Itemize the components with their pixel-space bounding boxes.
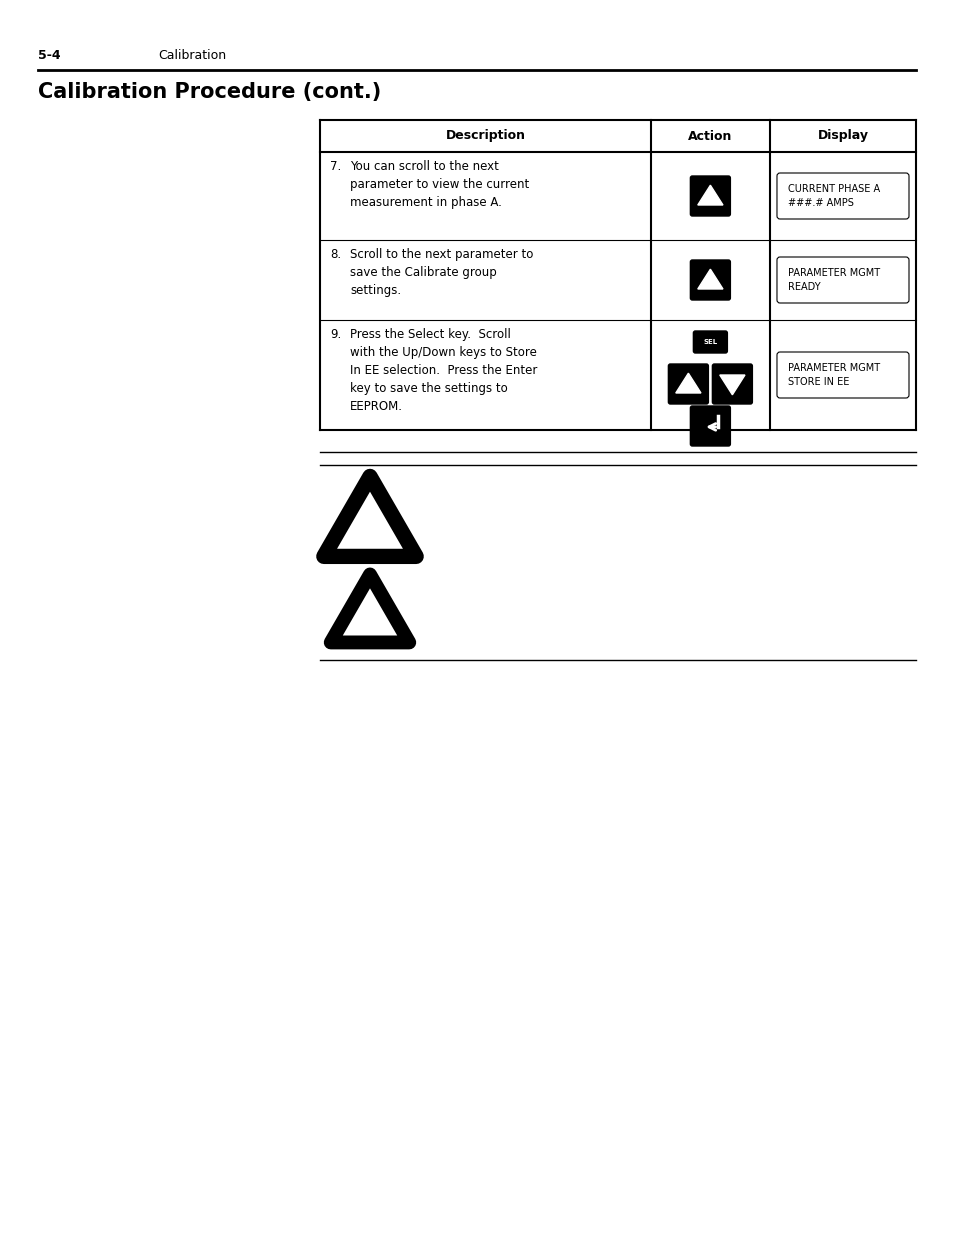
FancyBboxPatch shape xyxy=(690,261,730,300)
Text: Calibration: Calibration xyxy=(158,49,226,62)
FancyBboxPatch shape xyxy=(690,406,730,446)
Text: 8.: 8. xyxy=(330,248,341,261)
FancyBboxPatch shape xyxy=(693,331,726,353)
FancyBboxPatch shape xyxy=(776,352,908,398)
Text: PARAMETER MGMT
READY: PARAMETER MGMT READY xyxy=(787,268,880,291)
Text: Description: Description xyxy=(445,130,525,142)
Text: SEL: SEL xyxy=(702,338,717,345)
FancyBboxPatch shape xyxy=(712,364,752,404)
FancyBboxPatch shape xyxy=(776,173,908,219)
Text: Calibration Procedure (cont.): Calibration Procedure (cont.) xyxy=(38,82,381,103)
Text: 9.: 9. xyxy=(330,329,341,341)
Text: You can scroll to the next
parameter to view the current
measurement in phase A.: You can scroll to the next parameter to … xyxy=(350,161,529,209)
Text: Press the Select key.  Scroll
with the Up/Down keys to Store
In EE selection.  P: Press the Select key. Scroll with the Up… xyxy=(350,329,537,412)
Polygon shape xyxy=(719,375,744,395)
Polygon shape xyxy=(697,269,722,289)
Text: Display: Display xyxy=(817,130,867,142)
Text: Action: Action xyxy=(687,130,732,142)
FancyBboxPatch shape xyxy=(668,364,708,404)
Polygon shape xyxy=(697,185,722,205)
Text: Scroll to the next parameter to
save the Calibrate group
settings.: Scroll to the next parameter to save the… xyxy=(350,248,533,296)
Text: CURRENT PHASE A
###.# AMPS: CURRENT PHASE A ###.# AMPS xyxy=(787,184,880,207)
Text: 5-4: 5-4 xyxy=(38,49,61,62)
Text: 7.: 7. xyxy=(330,161,341,173)
FancyBboxPatch shape xyxy=(776,257,908,303)
FancyBboxPatch shape xyxy=(690,177,730,216)
Text: PARAMETER MGMT
STORE IN EE: PARAMETER MGMT STORE IN EE xyxy=(787,363,880,387)
Polygon shape xyxy=(675,373,700,393)
